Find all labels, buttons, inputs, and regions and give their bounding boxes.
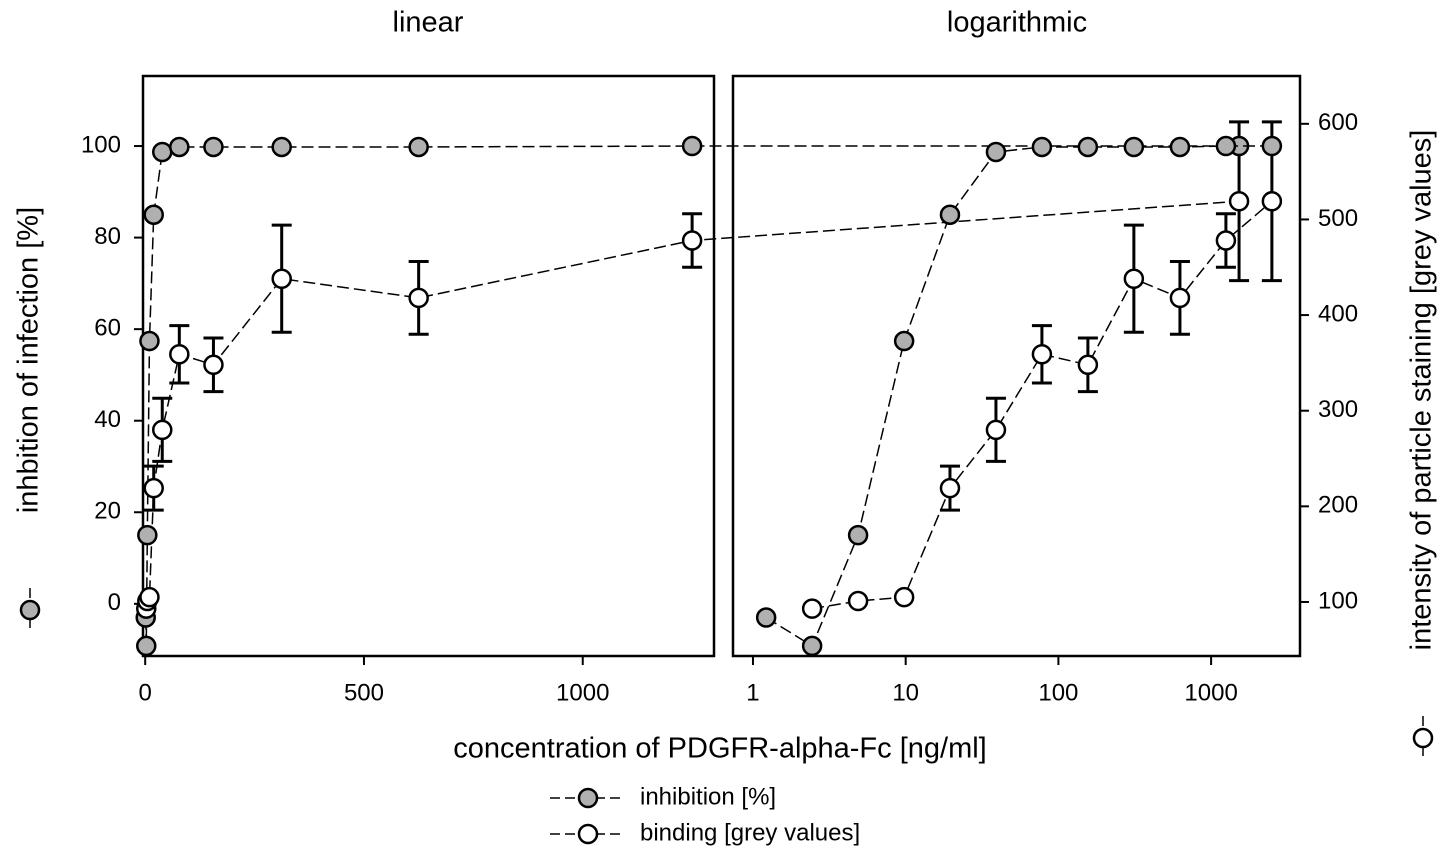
data-point	[681, 135, 703, 157]
data-point	[143, 204, 164, 225]
data-point	[939, 477, 961, 499]
data-point	[1031, 136, 1053, 158]
data-point	[1169, 287, 1191, 309]
data-point	[152, 419, 173, 441]
x-tick-label: 100	[1038, 679, 1078, 706]
data-point	[169, 136, 190, 158]
data-point	[136, 635, 157, 657]
data-point	[755, 607, 777, 628]
y2-tick-label: 400	[1318, 300, 1358, 327]
x-tick-label: 1000	[556, 679, 609, 706]
y-tick-label: 60	[94, 314, 121, 341]
data-point	[1031, 344, 1053, 365]
data-point	[1261, 135, 1283, 157]
data-point	[203, 354, 224, 376]
series-line	[765, 145, 1272, 648]
data-point	[847, 590, 869, 612]
legend-marker	[577, 823, 599, 845]
x-tick-label: 500	[344, 679, 384, 706]
data-point	[985, 141, 1007, 163]
data-point	[1261, 191, 1283, 212]
x-tick-label: 10	[892, 679, 919, 706]
y-tick-label: 20	[94, 498, 121, 525]
y-axis-label-group: inhbition of infection [%]	[13, 207, 45, 632]
data-point	[1215, 135, 1237, 157]
x-axis-label: concentration of PDGFR-alpha-Fc [ng/ml]	[453, 733, 986, 765]
y-axis-label: inhbition of infection [%]	[13, 207, 45, 513]
data-point	[893, 330, 915, 352]
x-tick-label: 1000	[1184, 679, 1237, 706]
data-point	[169, 344, 190, 365]
data-point	[1123, 136, 1145, 158]
plot-frame	[731, 74, 1302, 658]
y2-axis-label: intensity of particle staining [grey val…	[1406, 130, 1438, 651]
data-point	[152, 141, 173, 163]
data-point	[681, 230, 703, 251]
y2-tick-label: 100	[1318, 587, 1358, 614]
y2-tick-label: 500	[1318, 205, 1358, 232]
data-point	[939, 204, 961, 225]
panel-title: linear	[393, 7, 464, 39]
legend-label: binding [grey values]	[640, 819, 860, 846]
data-point	[1169, 136, 1191, 158]
data-point	[408, 136, 429, 158]
data-point	[408, 287, 429, 309]
data-point	[1123, 268, 1145, 289]
data-point	[271, 136, 292, 158]
data-point	[1077, 136, 1099, 158]
y-tick-label: 40	[94, 406, 121, 433]
data-point	[271, 268, 292, 289]
data-point	[137, 524, 158, 546]
data-point	[203, 136, 224, 158]
data-point	[143, 477, 164, 499]
data-point	[801, 598, 823, 619]
data-point	[1228, 191, 1250, 212]
y2-axis-label-group: intensity of particle staining [grey val…	[1406, 130, 1438, 760]
y-tick-label: 80	[94, 223, 121, 250]
y2-tick-label: 300	[1318, 396, 1358, 423]
data-point	[1077, 354, 1099, 376]
data-point	[985, 419, 1007, 441]
data-point	[893, 586, 915, 608]
x-tick-label: 0	[139, 679, 152, 706]
data-point	[801, 635, 823, 657]
data-point	[847, 524, 869, 546]
data-point	[139, 586, 160, 608]
y-tick-label: 100	[81, 131, 121, 158]
series-line	[812, 200, 1273, 610]
panel-title: logarithmic	[947, 7, 1087, 39]
y2-tick-label: 200	[1318, 492, 1358, 519]
legend-label: inhibition [%]	[640, 783, 776, 810]
plot-frame	[141, 74, 716, 658]
y2-tick-label: 600	[1318, 109, 1358, 136]
data-point	[139, 330, 160, 352]
x-tick-label: 1	[746, 679, 759, 706]
legend-marker	[1412, 727, 1434, 749]
data-point	[1215, 230, 1237, 251]
legend-marker	[19, 599, 41, 621]
y-tick-label: 0	[108, 589, 121, 616]
legend-marker	[577, 787, 599, 809]
